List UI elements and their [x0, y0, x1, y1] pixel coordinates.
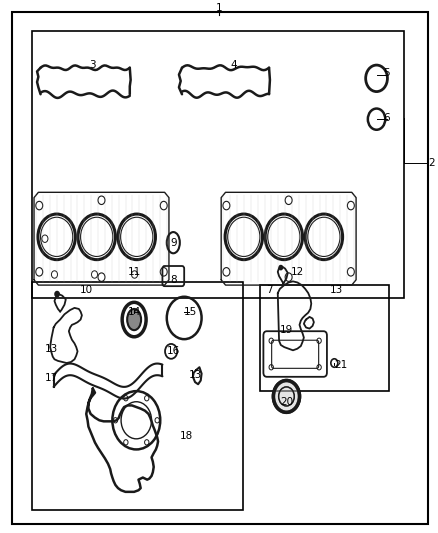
- Text: 13: 13: [330, 285, 343, 295]
- Text: 5: 5: [383, 68, 390, 78]
- Text: 21: 21: [334, 360, 347, 369]
- Text: 7: 7: [266, 285, 272, 295]
- Text: 8: 8: [170, 275, 177, 285]
- Text: 6: 6: [383, 113, 390, 123]
- Text: 1: 1: [215, 3, 223, 13]
- Text: 16: 16: [167, 346, 180, 357]
- Circle shape: [55, 292, 59, 297]
- Bar: [32, 282, 243, 511]
- Circle shape: [279, 265, 283, 270]
- Text: 18: 18: [180, 431, 193, 441]
- Circle shape: [273, 381, 300, 413]
- Text: 15: 15: [184, 306, 198, 317]
- Text: 17: 17: [45, 373, 58, 383]
- Bar: [260, 285, 389, 391]
- Text: 10: 10: [80, 285, 93, 295]
- Text: 12: 12: [291, 267, 304, 277]
- Text: 20: 20: [280, 397, 293, 407]
- Text: 4: 4: [231, 60, 237, 70]
- Text: 13: 13: [45, 344, 58, 354]
- Bar: [32, 30, 404, 298]
- Text: 9: 9: [170, 238, 177, 248]
- Text: 19: 19: [280, 325, 293, 335]
- Text: 14: 14: [127, 306, 141, 317]
- Text: 11: 11: [127, 267, 141, 277]
- Text: 13: 13: [188, 370, 201, 380]
- Text: 3: 3: [89, 60, 96, 70]
- Text: 2: 2: [428, 158, 434, 168]
- Ellipse shape: [127, 309, 141, 330]
